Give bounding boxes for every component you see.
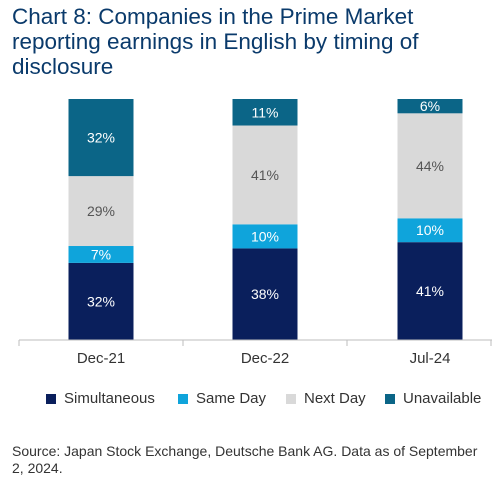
data-label-next-day-jul-24: 44% [416,158,444,174]
x-tick-label-dec-21: Dec-21 [77,350,125,367]
legend-label-unavailable: Unavailable [403,390,482,407]
stacked-bar-chart: 32% 7% 29% 32% Dec-21 38% 10% 41% 11% Dec-22 41% 10… [18,98,492,367]
bar-same-day-jul-24 [397,218,463,243]
bar-same-day-dec-22 [232,224,298,249]
legend-swatch-simultaneous [46,393,56,404]
data-label-simultaneous-dec-22: 38% [251,286,279,302]
legend-label-same-day: Same Day [196,390,267,407]
source-note: Source: Japan Stock Exchange, Deutsche B… [12,443,478,476]
bar-next-day-jul-24 [397,113,463,219]
bar-unavailable-jul-24 [397,99,463,114]
bar-unavailable-dec-22 [232,99,298,126]
data-label-same-day-dec-21: 7% [91,246,111,262]
bar-unavailable-dec-21 [68,99,134,177]
bar-simultaneous-dec-21 [68,262,134,340]
data-label-simultaneous-dec-21: 32% [87,293,115,309]
bar-simultaneous-dec-22 [232,248,298,340]
data-label-same-day-jul-24: 10% [416,222,444,238]
legend-swatch-next-day [286,393,296,404]
data-label-next-day-dec-22: 41% [251,167,279,183]
bar-next-day-dec-21 [68,176,134,247]
data-label-same-day-dec-22: 10% [251,228,279,244]
bar-same-day-dec-21 [68,246,134,263]
x-tick-label-dec-22: Dec-22 [241,350,289,367]
legend-item-unavailable: Unavailable [385,390,481,407]
legend-label-next-day: Next Day [304,390,366,407]
bar-next-day-dec-22 [232,125,298,225]
legend-item-simultaneous: Simultaneous [46,390,155,407]
legend-label-simultaneous: Simultaneous [64,390,155,407]
data-label-simultaneous-jul-24: 41% [416,283,444,299]
bar-simultaneous-jul-24 [397,242,463,340]
x-tick-label-jul-24: Jul-24 [410,350,451,367]
legend: Simultaneous Same Day Next Day Unavailab… [0,390,492,410]
legend-swatch-unavailable [385,393,395,404]
legend-item-next-day: Next Day [286,390,366,407]
data-label-next-day-dec-21: 29% [87,203,115,219]
data-label-unavailable-dec-21: 32% [87,130,115,146]
legend-item-same-day: Same Day [178,390,266,407]
chart-title: Chart 8: Companies in the Prime Market r… [12,4,419,79]
data-label-unavailable-jul-24: 6% [420,98,440,114]
legend-swatch-same-day [178,393,188,404]
data-label-unavailable-dec-22: 11% [252,104,279,120]
